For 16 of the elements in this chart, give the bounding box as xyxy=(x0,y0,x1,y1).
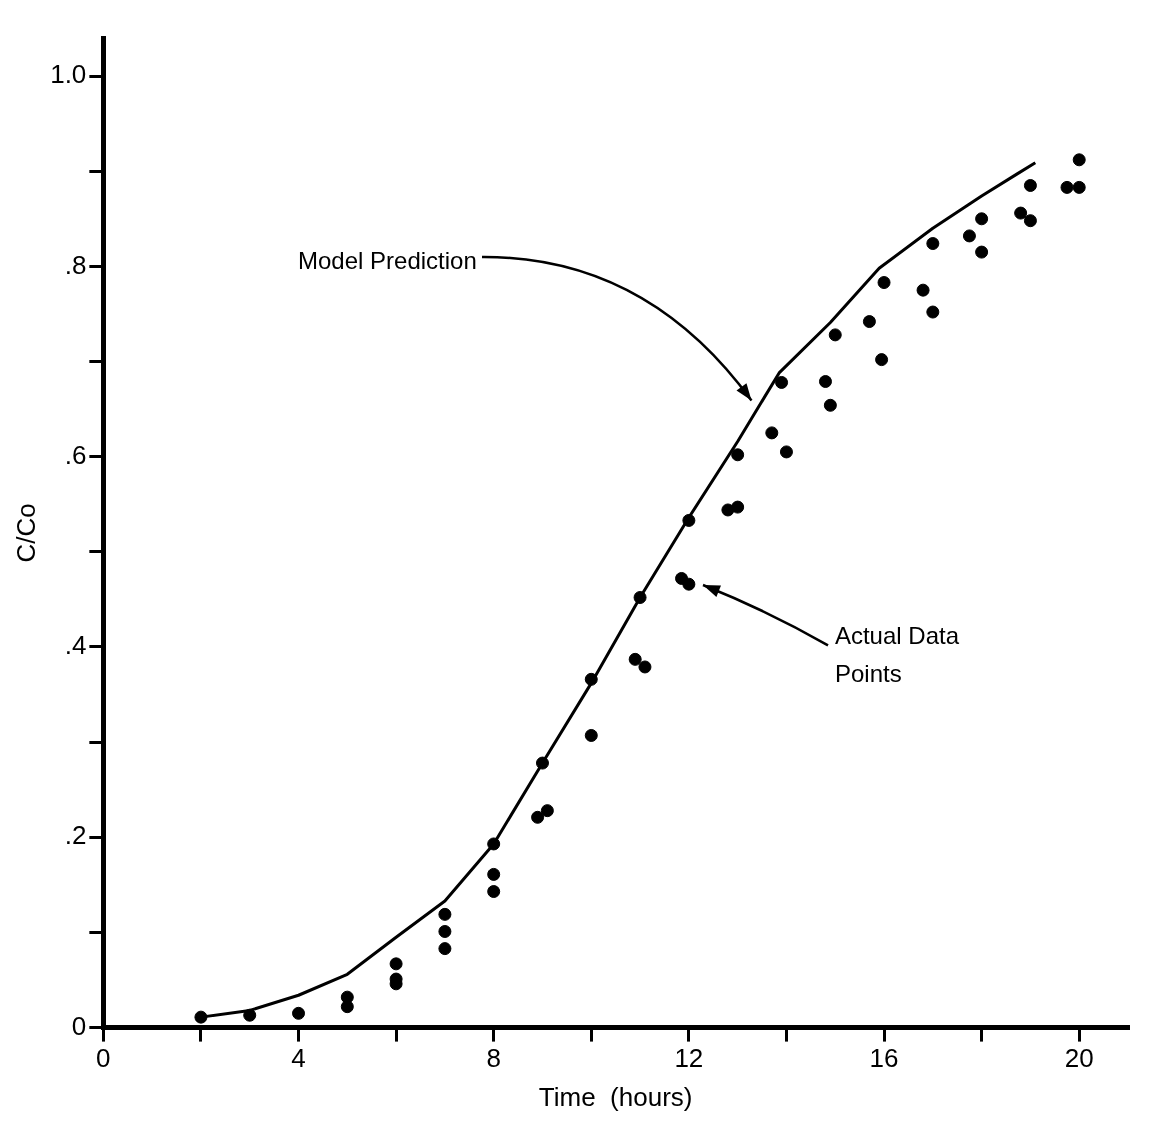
y-tick-label: .2 xyxy=(64,820,87,851)
x-tick-label: 12 xyxy=(674,1043,704,1074)
y-tick-label: .6 xyxy=(64,439,87,470)
x-tick-label: 8 xyxy=(486,1043,501,1074)
y-tick-label: .8 xyxy=(64,249,87,280)
annotation: Actual Data Points xyxy=(834,620,960,689)
y-axis-title: C/Co xyxy=(10,503,41,563)
y-tick-label: .4 xyxy=(64,630,87,661)
x-axis-title: Time (hours) xyxy=(538,1081,693,1112)
x-tick-label: 16 xyxy=(869,1043,899,1074)
x-tick-label: 20 xyxy=(1064,1043,1094,1074)
x-tick-label: 0 xyxy=(96,1043,111,1074)
x-tick-label: 4 xyxy=(291,1043,306,1074)
y-tick-label: 1.0 xyxy=(50,59,87,90)
y-tick-label: 0 xyxy=(71,1010,87,1041)
annotation: Model Prediction xyxy=(298,245,477,276)
